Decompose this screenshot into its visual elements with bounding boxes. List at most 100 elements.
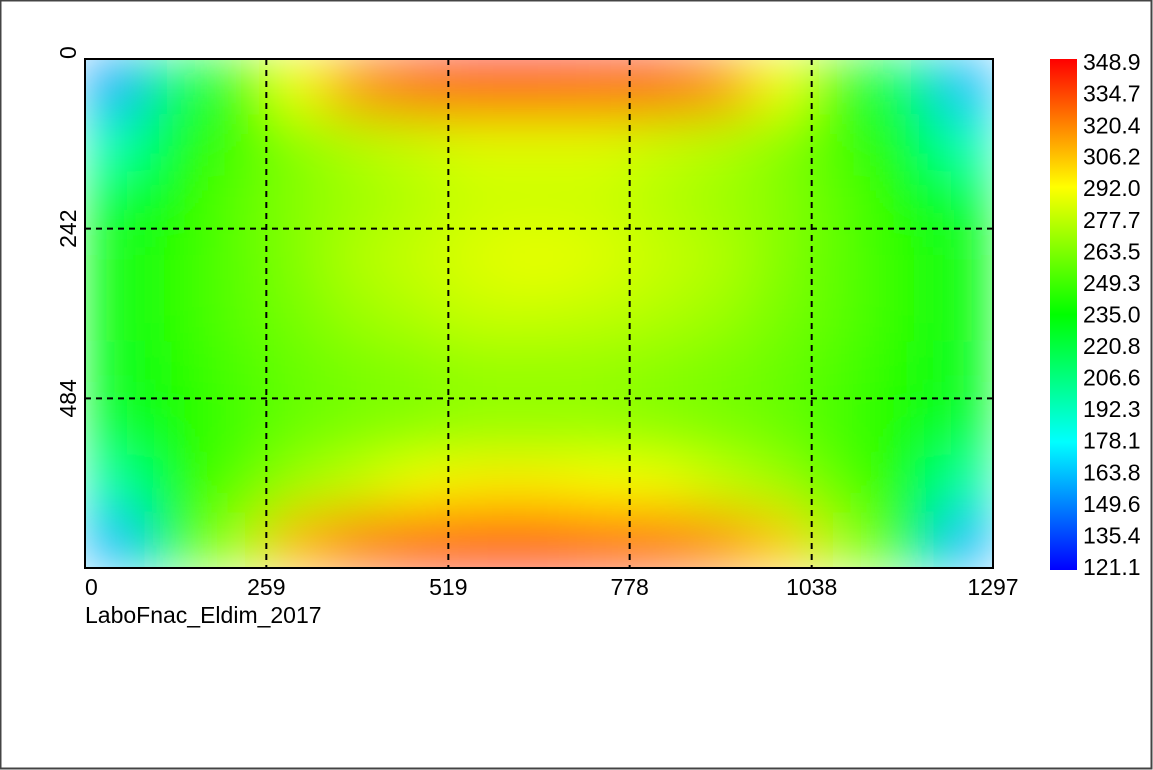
colorbar-tick-label: 306.2 — [1083, 144, 1141, 170]
heat-cell — [327, 511, 389, 568]
heat-cell — [145, 172, 207, 230]
heat-cell — [690, 228, 752, 286]
heat-cell — [387, 172, 449, 230]
heat-cell — [266, 228, 328, 286]
heat-cell — [387, 454, 449, 512]
heat-cell — [206, 341, 268, 399]
heat-cell — [85, 228, 147, 286]
heat-cell — [871, 341, 933, 399]
heat-cell — [85, 285, 147, 343]
heat-cell — [508, 228, 570, 286]
heat-cell — [690, 341, 752, 399]
plot-frame — [84, 58, 994, 569]
heat-cell — [327, 285, 389, 343]
heat-cell — [811, 511, 873, 568]
heat-cell — [932, 172, 993, 230]
heat-cell — [327, 115, 389, 173]
heat-cell — [932, 511, 993, 568]
heat-cell — [871, 454, 933, 512]
x-tick-label: 1297 — [967, 574, 1018, 600]
heat-cell — [145, 115, 207, 173]
heat-cell — [629, 172, 691, 230]
heat-cell — [266, 398, 328, 456]
heat-cell — [327, 454, 389, 512]
colorbar-tick-label: 121.1 — [1083, 554, 1141, 580]
heat-cell — [387, 228, 449, 286]
colorbar-tick-label: 334.7 — [1083, 81, 1141, 107]
heat-cell — [145, 285, 207, 343]
heat-cell — [569, 115, 631, 173]
heat-cell — [750, 341, 812, 399]
heat-cell — [85, 59, 147, 117]
heat-cell — [145, 59, 207, 117]
heat-cell — [508, 341, 570, 399]
heat-cell — [629, 398, 691, 456]
heat-cell — [569, 59, 631, 117]
heat-cell — [266, 454, 328, 512]
heat-cell — [266, 511, 328, 568]
heat-cell — [932, 228, 993, 286]
heat-cell — [448, 285, 510, 343]
heat-cell — [508, 59, 570, 117]
heat-cell — [145, 341, 207, 399]
heat-cell — [629, 341, 691, 399]
heat-cell — [327, 398, 389, 456]
heat-cell — [387, 115, 449, 173]
colorbar-tick-label: 192.3 — [1083, 396, 1141, 422]
colorbar-tick-label: 220.8 — [1083, 333, 1141, 359]
heat-cell — [448, 59, 510, 117]
heat-cell — [629, 115, 691, 173]
heat-cell — [387, 398, 449, 456]
colorbar-tick-label: 348.9 — [1083, 49, 1141, 75]
heat-cell — [811, 228, 873, 286]
heat-cell — [85, 341, 147, 399]
heat-cell — [206, 59, 268, 117]
colorbar-tick-label: 135.4 — [1083, 522, 1141, 548]
heat-cell — [871, 285, 933, 343]
colorbar-tick-label: 320.4 — [1083, 112, 1141, 138]
colorbar-tick-label: 149.6 — [1083, 491, 1141, 517]
colorbar-tick-label: 206.6 — [1083, 365, 1141, 391]
colorbar-tick-label: 178.1 — [1083, 428, 1141, 454]
heat-cell — [690, 398, 752, 456]
heat-cell — [629, 511, 691, 568]
heat-cell — [85, 511, 147, 568]
heat-cell — [266, 285, 328, 343]
heat-cell — [85, 454, 147, 512]
heat-cell — [932, 398, 993, 456]
heat-cell — [690, 285, 752, 343]
heat-cell — [871, 228, 933, 286]
heat-cell — [629, 59, 691, 117]
heat-cell — [811, 398, 873, 456]
heat-cell — [932, 115, 993, 173]
heat-cell — [569, 398, 631, 456]
heat-cell — [387, 59, 449, 117]
heat-cell — [448, 172, 510, 230]
heat-cell — [569, 511, 631, 568]
heat-cell — [871, 59, 933, 117]
heat-cell — [85, 398, 147, 456]
heat-cell — [206, 398, 268, 456]
heat-cell — [508, 511, 570, 568]
heat-cell — [871, 398, 933, 456]
heat-cell — [508, 172, 570, 230]
heat-cell — [750, 454, 812, 512]
heat-cell — [387, 511, 449, 568]
x-tick-label: 519 — [429, 574, 467, 600]
heat-cell — [871, 172, 933, 230]
heat-cell — [508, 285, 570, 343]
heat-cell — [85, 115, 147, 173]
heat-cell — [508, 398, 570, 456]
heat-cell — [206, 454, 268, 512]
heat-cell — [629, 228, 691, 286]
heat-cell — [750, 285, 812, 343]
heat-cell — [266, 115, 328, 173]
heat-cell — [206, 115, 268, 173]
colorbar — [1050, 59, 1077, 570]
x-tick-label: 778 — [610, 574, 648, 600]
heat-cell — [448, 228, 510, 286]
y-tick-label: 0 — [55, 46, 81, 59]
heat-cell — [206, 228, 268, 286]
heat-cell — [569, 285, 631, 343]
